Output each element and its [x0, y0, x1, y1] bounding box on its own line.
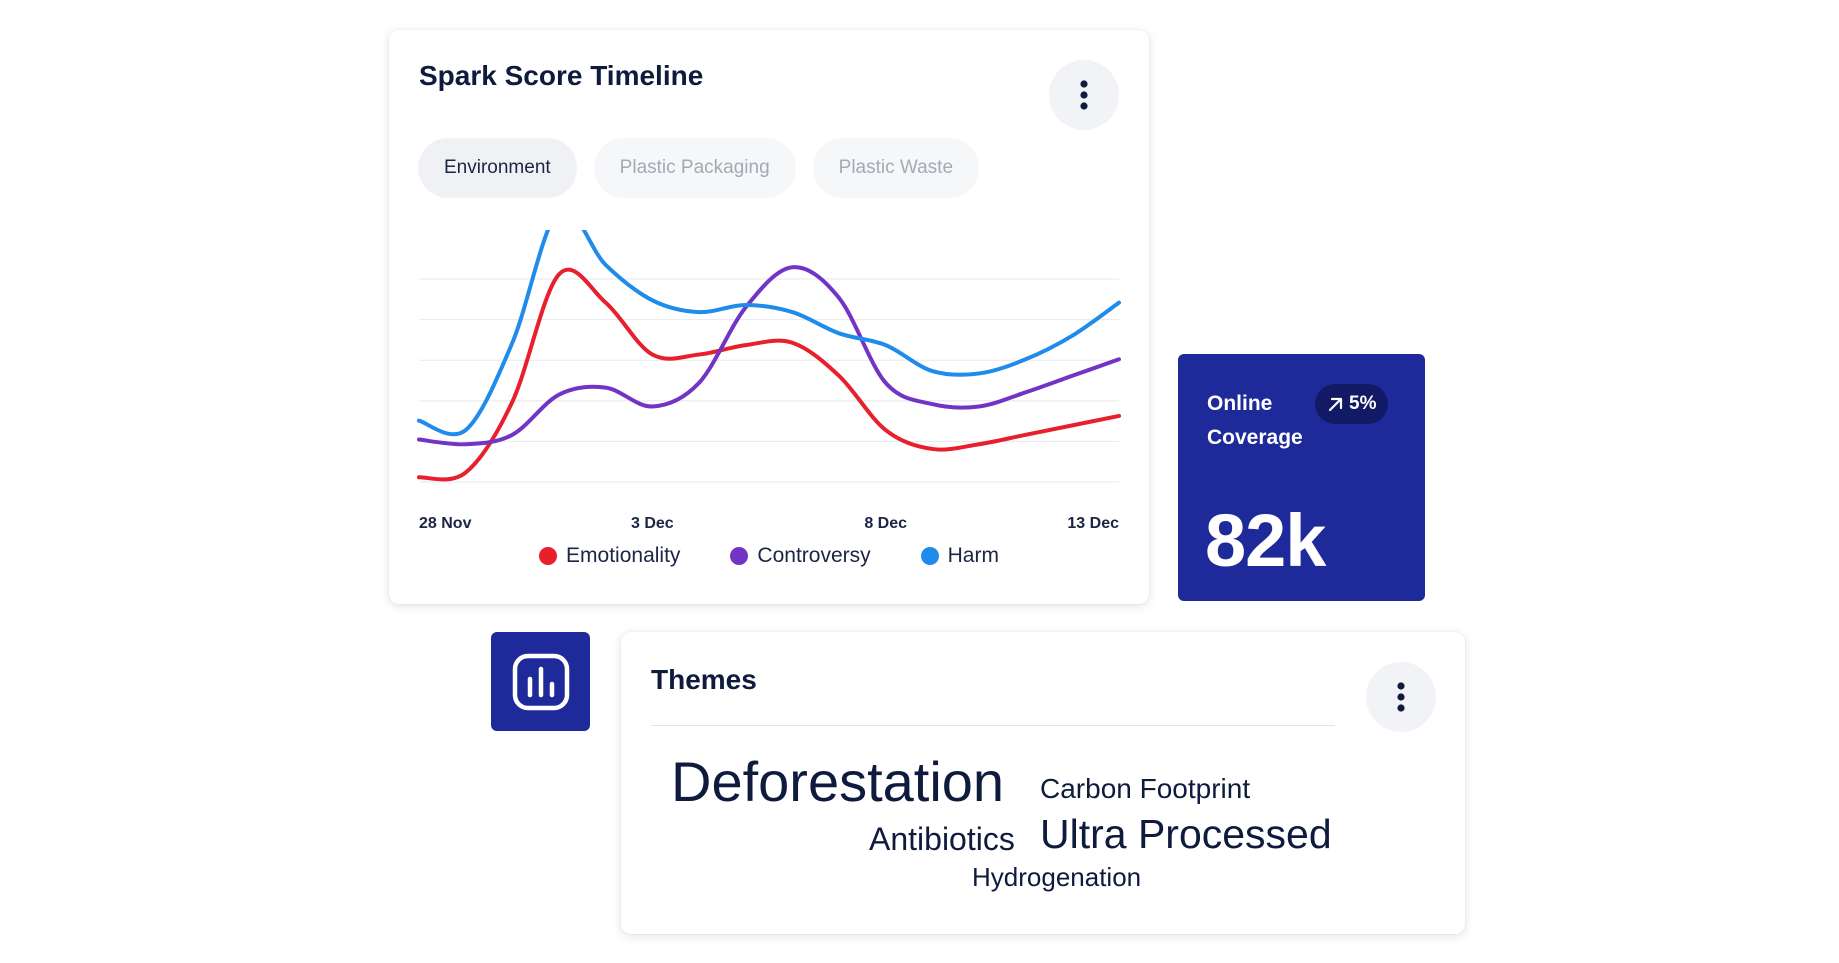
legend-item-emotionality[interactable]: Emotionality [539, 544, 680, 568]
legend-dot-harm [920, 547, 939, 565]
theme-word-ultra-processed[interactable]: Ultra Processed [1040, 811, 1332, 857]
legend-label-emotionality: Emotionality [566, 544, 681, 567]
coverage-label: Online Coverage [1207, 392, 1303, 449]
themes-card-menu-button[interactable] [1366, 662, 1436, 732]
coverage-value: 82k [1205, 499, 1326, 582]
x-tick-label: 13 Dec [1067, 515, 1119, 530]
analytics-app-tile[interactable] [491, 632, 590, 731]
x-tick-label: 8 Dec [864, 515, 907, 530]
tab-plastic-waste[interactable]: Plastic Waste [812, 138, 980, 198]
themes-title: Themes [651, 664, 757, 695]
legend-item-harm[interactable]: Harm [920, 544, 999, 568]
legend-item-controversy[interactable]: Controversy [730, 544, 871, 568]
legend-label-controversy: Controversy [757, 544, 871, 567]
spark-card-menu-button[interactable] [1049, 60, 1119, 130]
spark-score-line-chart: 28 Nov 3 Dec 8 Dec 13 Dec [417, 230, 1121, 530]
theme-word-antibiotics[interactable]: Antibiotics [869, 821, 1015, 857]
series-line-harm[interactable] [417, 230, 1121, 437]
coverage-change-badge: 5% [1315, 384, 1389, 424]
series-line-controversy[interactable] [417, 265, 1121, 447]
legend-dot-controversy [730, 547, 749, 565]
spark-score-title: Spark Score Timeline [419, 60, 704, 91]
more-vertical-icon [1397, 682, 1405, 712]
legend-label-harm: Harm [947, 544, 999, 567]
more-vertical-icon [1080, 80, 1088, 110]
x-tick-label: 3 Dec [631, 515, 674, 530]
tab-environment[interactable]: Environment [418, 138, 577, 198]
theme-word-deforestation[interactable]: Deforestation [671, 750, 1005, 813]
themes-divider [651, 725, 1335, 726]
series-line-emotionality[interactable] [417, 267, 1121, 482]
spark-score-card: Spark Score Timeline Environment Plastic… [389, 30, 1149, 604]
tab-plastic-packaging[interactable]: Plastic Packaging [593, 138, 796, 198]
coverage-change-value: 5% [1349, 393, 1377, 414]
x-tick-label: 28 Nov [419, 515, 472, 530]
online-coverage-card: Online Coverage 5% 82k [1178, 354, 1425, 601]
themes-card: Themes Deforestation Carbon Footprint An… [621, 632, 1465, 934]
theme-word-carbon-footprint[interactable]: Carbon Footprint [1040, 773, 1251, 804]
legend-dot-emotionality [539, 547, 558, 565]
chart-legend: Emotionality Controversy Harm [389, 544, 1149, 568]
bar-chart-icon [512, 653, 569, 710]
arrow-up-right-icon [1328, 397, 1343, 411]
topic-tabs: Environment Plastic Packaging Plastic Wa… [418, 138, 980, 198]
theme-word-hydrogenation[interactable]: Hydrogenation [972, 862, 1142, 892]
